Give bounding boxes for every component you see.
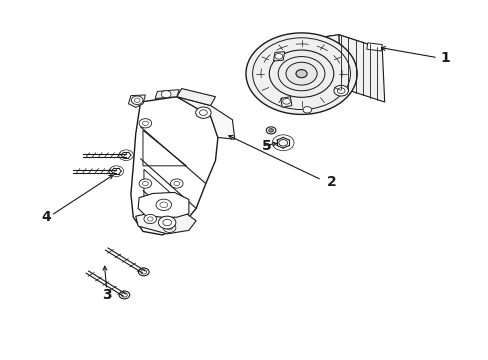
Polygon shape bbox=[138, 192, 188, 217]
Circle shape bbox=[119, 291, 129, 299]
Circle shape bbox=[285, 62, 316, 85]
Text: 4: 4 bbox=[41, 210, 51, 224]
Circle shape bbox=[268, 129, 273, 132]
Polygon shape bbox=[338, 35, 384, 102]
Circle shape bbox=[163, 223, 176, 233]
Circle shape bbox=[303, 107, 311, 113]
Circle shape bbox=[138, 268, 149, 276]
Polygon shape bbox=[136, 213, 196, 234]
Circle shape bbox=[269, 50, 333, 97]
Polygon shape bbox=[273, 52, 284, 61]
Polygon shape bbox=[366, 43, 382, 51]
Polygon shape bbox=[177, 89, 215, 105]
Polygon shape bbox=[280, 35, 341, 97]
Polygon shape bbox=[155, 90, 179, 99]
Circle shape bbox=[274, 54, 282, 59]
Polygon shape bbox=[131, 97, 218, 235]
Polygon shape bbox=[128, 95, 145, 107]
Polygon shape bbox=[280, 35, 382, 59]
Text: 3: 3 bbox=[102, 288, 111, 302]
Circle shape bbox=[245, 33, 356, 114]
Circle shape bbox=[170, 179, 183, 188]
Text: 1: 1 bbox=[439, 51, 449, 65]
Circle shape bbox=[282, 99, 290, 104]
Circle shape bbox=[156, 199, 171, 211]
Circle shape bbox=[295, 69, 306, 78]
Circle shape bbox=[265, 127, 275, 134]
Circle shape bbox=[139, 119, 151, 128]
Polygon shape bbox=[280, 97, 291, 107]
Circle shape bbox=[158, 216, 176, 229]
Polygon shape bbox=[177, 97, 234, 139]
Text: 5: 5 bbox=[261, 139, 270, 153]
Text: 2: 2 bbox=[326, 175, 336, 189]
Circle shape bbox=[333, 85, 348, 96]
Circle shape bbox=[143, 215, 156, 224]
Circle shape bbox=[161, 91, 171, 98]
Circle shape bbox=[195, 107, 211, 118]
Circle shape bbox=[139, 179, 151, 188]
Circle shape bbox=[131, 96, 142, 104]
